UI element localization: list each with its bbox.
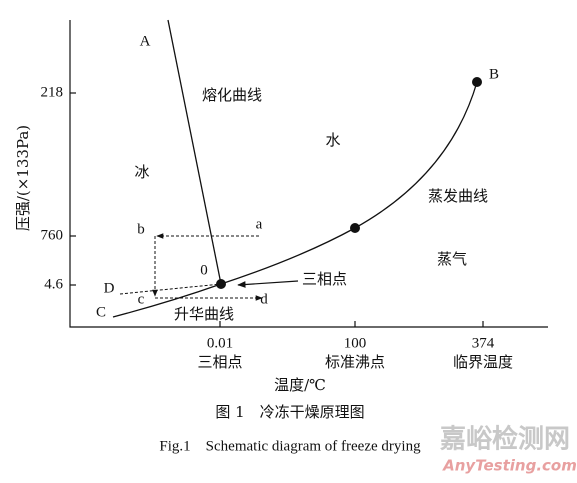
x-tick-note: 标准沸点 (325, 353, 385, 371)
arrow (237, 280, 299, 288)
point-label: D (104, 280, 115, 296)
curves (112, 19, 478, 318)
y-tick-label: 4.6 (44, 276, 63, 292)
watermark: AnyTesting.com (442, 457, 577, 475)
region-label: 冰 (134, 163, 149, 181)
point (472, 77, 482, 87)
axis-lines (69, 20, 548, 328)
point-label: C (96, 304, 106, 320)
melting-curve (167, 19, 222, 285)
point (350, 223, 360, 233)
caption-en: Fig.1 Schematic diagram of freeze drying (159, 438, 421, 454)
y-tick-label: 218 (41, 84, 64, 100)
region-label: 蒸气 (437, 250, 467, 268)
watermark: 嘉峪检测网 (440, 424, 570, 455)
x-tick-label: 100 (344, 335, 367, 351)
point-label: a (256, 216, 263, 232)
annotation: 三相点 (302, 270, 347, 288)
point-label: B (489, 66, 499, 82)
x-tick-note: 临界温度 (453, 353, 513, 371)
x-tick-label: 0.01 (207, 335, 233, 351)
dashed-line (119, 283, 222, 295)
x-title: 温度/℃ (274, 376, 326, 394)
process-lines (119, 233, 263, 301)
region-label: 水 (325, 131, 340, 149)
axes (69, 20, 548, 328)
sublimation-evaporation-curve (112, 81, 478, 318)
point-label: A (140, 33, 151, 49)
point-label: c (138, 291, 145, 307)
x-tick-label: 374 (472, 335, 495, 351)
point (216, 279, 226, 289)
x-tick-note: 三相点 (197, 353, 242, 371)
y-tick-label: 760 (41, 227, 64, 243)
y-title: 压强/(×133Pa) (14, 125, 32, 231)
region-label: 熔化曲线 (202, 86, 262, 104)
caption-cn: 图 1 冷冻干燥原理图 (215, 403, 364, 421)
point-label: b (137, 221, 145, 237)
point-label: 0 (200, 262, 208, 278)
point-label: d (260, 291, 268, 307)
region-label: 蒸发曲线 (428, 187, 488, 205)
region-label: 升华曲线 (174, 305, 234, 323)
